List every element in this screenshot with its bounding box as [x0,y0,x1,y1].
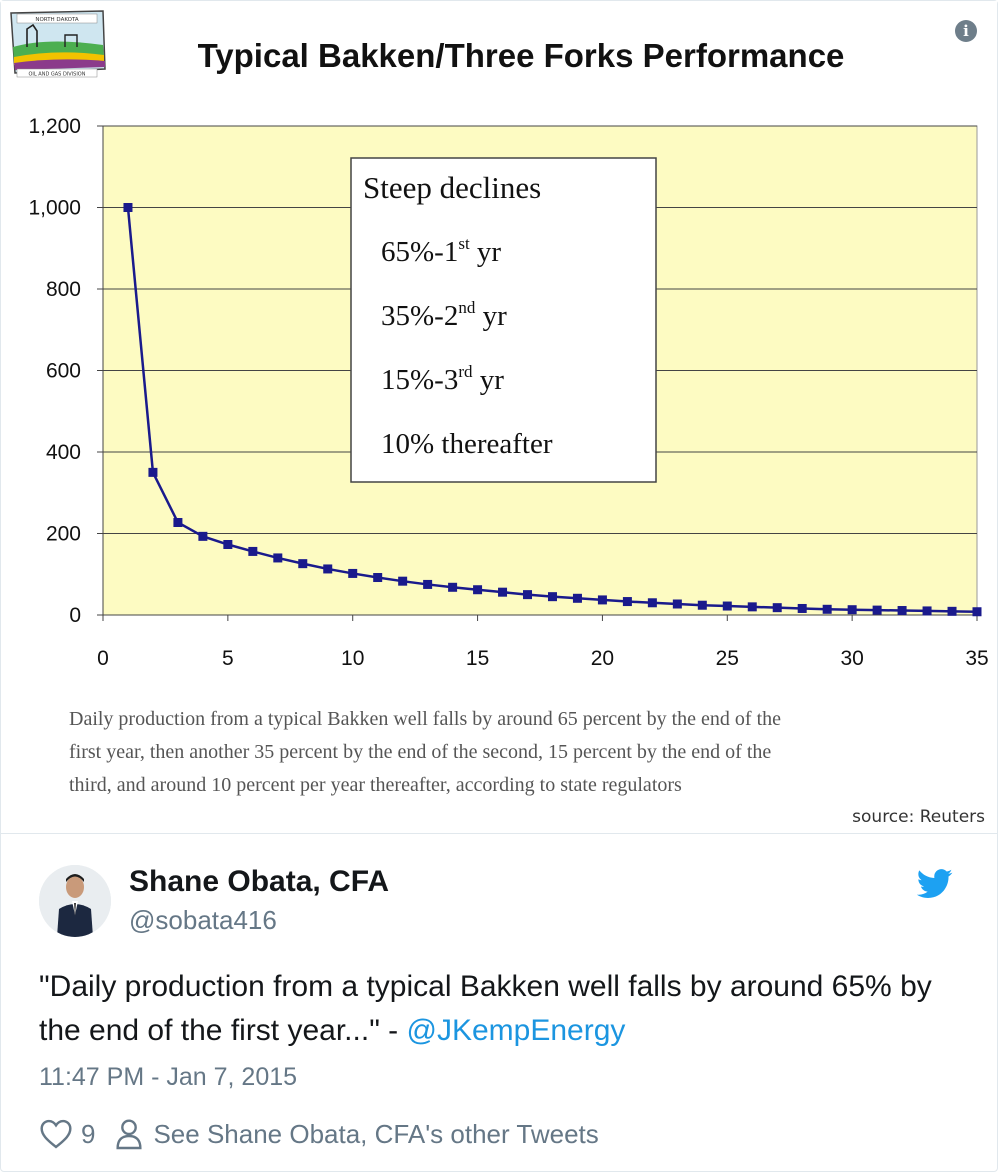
data-point [298,559,308,569]
x-tick-label: 0 [97,647,109,670]
data-point [248,546,258,556]
chart-caption: Daily production from a typical Bakken w… [69,703,949,802]
other-tweets-link[interactable]: See Shane Obata, CFA's other Tweets [153,1118,599,1149]
annotation-line: 15%-3rd yr [381,362,504,396]
y-tick-label: 800 [46,278,81,301]
source-credit: source: Reuters [852,807,985,827]
data-point [498,587,508,597]
x-tick-label: 20 [591,647,614,670]
caption-line: first year, then another 35 percent by t… [69,741,772,763]
data-point [273,553,283,563]
data-point [722,601,732,611]
data-point [198,531,208,541]
data-point [897,606,907,616]
data-point [972,607,982,617]
data-point [173,517,183,527]
data-point [348,568,358,578]
caption-line: third, and around 10 percent per year th… [69,774,682,796]
data-point [697,600,707,610]
data-point [597,595,607,605]
data-point [847,605,857,615]
data-point [148,467,158,477]
logo-text-bottom: OIL AND GAS DIVISION [29,72,86,78]
twitter-bird-icon[interactable] [917,869,953,899]
data-point [423,579,433,589]
data-point [123,203,133,212]
annotation-box [350,157,657,483]
like-count[interactable]: 9 [81,1118,96,1149]
data-point [647,598,657,608]
data-point [323,564,333,574]
x-tick-label: 10 [341,647,364,670]
data-point [797,603,807,613]
y-tick-label: 1,200 [28,115,81,138]
data-point [473,585,483,595]
x-tick-label: 35 [965,647,988,670]
mention-link[interactable]: @JKempEnergy [406,1014,626,1047]
decline-curve-chart: 0 200 400 600 800 1,000 1,200 0 5 10 15 20 25 30 35 Ste… [28,115,988,670]
logo-text-top: NORTH DAKOTA [35,17,79,23]
author-handle[interactable]: @sobata416 [129,905,277,935]
data-point [872,605,882,615]
annotation-line: 35%-2nd yr [381,298,507,332]
nd-oil-gas-division-logo: NORTH DAKOTA OIL AND GAS DIVISION [10,10,106,78]
y-tick-label: 1,000 [28,197,81,220]
tweet-actions: 9 See Shane Obata, CFA's other Tweets [39,1117,599,1151]
y-tick-label: 0 [69,604,81,627]
annotation-heading: Steep declines [363,170,541,205]
info-icon[interactable]: i [955,20,977,42]
data-point [772,603,782,613]
y-tick-label: 600 [46,360,81,383]
data-point [822,604,832,614]
x-tick-label: 30 [840,647,863,670]
x-tick-label: 15 [466,647,489,670]
person-icon[interactable] [115,1118,143,1150]
caption-line: Daily production from a typical Bakken w… [69,708,782,730]
y-tick-label: 200 [46,523,81,546]
data-point [523,590,533,600]
tweet-text-body: "Daily production from a typical Bakken … [39,970,932,1047]
data-point [373,573,383,583]
chart-title: Typical Bakken/Three Forks Performance [197,37,845,74]
data-point [947,606,957,616]
x-tick-label: 25 [716,647,739,670]
data-point [922,606,932,616]
annotation-line: 10% thereafter [381,428,553,460]
tweet-timestamp[interactable]: 11:47 PM - Jan 7, 2015 [39,1063,298,1091]
data-point [547,592,557,602]
author-name[interactable]: Shane Obata, CFA [129,865,390,898]
avatar-person-icon [39,865,111,937]
data-point [448,582,458,592]
x-tick-label: 5 [222,647,234,670]
data-point [572,593,582,603]
media-divider [1,833,997,834]
avatar[interactable] [39,865,111,937]
tweet-text: "Daily production from a typical Bakken … [39,965,969,1053]
y-tick-label: 400 [46,441,81,464]
data-point [622,597,632,607]
data-point [223,540,233,550]
like-heart-icon[interactable] [39,1119,73,1149]
tweet-media-image[interactable]: NORTH DAKOTA OIL AND GAS DIVISION i Typi… [1,1,997,833]
data-point [747,602,757,612]
data-point [672,599,682,609]
data-point [398,576,408,586]
annotation-line: 65%-1st yr [381,234,501,268]
